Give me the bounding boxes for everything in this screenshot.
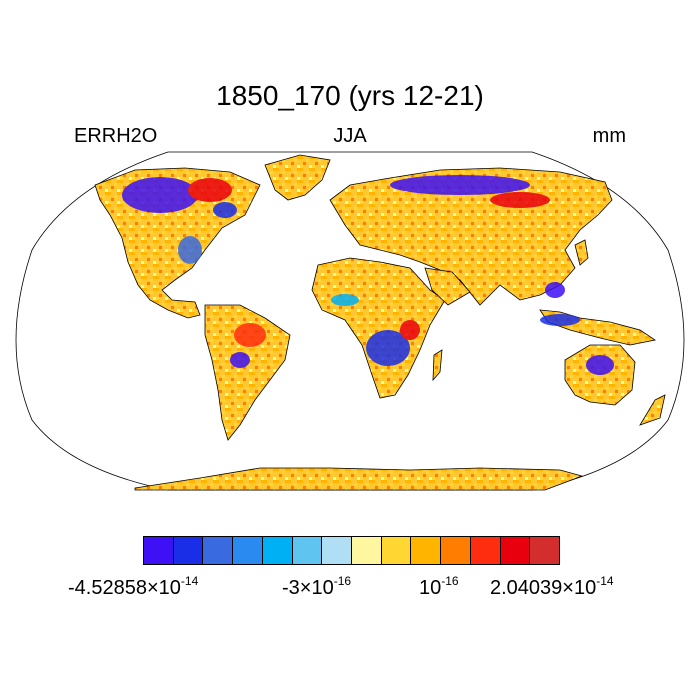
colorbar-swatch-3 [233,537,263,564]
colorbar-swatch-11 [470,537,501,564]
madagascar [432,349,443,382]
colorbar-swatch-4 [262,537,293,564]
map-title: 1850_170 (yrs 12-21) [216,80,484,111]
colorbar-swatch-6 [322,537,353,564]
colorbar-swatch-9 [411,537,442,564]
colorbar-swatch-1 [173,537,204,564]
colorbar-label-max: 2.04039×10-14 [490,574,614,599]
africa [311,257,446,399]
greenland [264,154,331,201]
colorbar [143,536,560,565]
units-label: mm [592,125,626,147]
colorbar-swatch-8 [381,537,412,564]
south-america [204,304,291,441]
variable-label: ERRH2O [74,125,158,147]
colorbar-swatch-0 [144,537,174,564]
colorbar-swatch-12 [500,537,531,564]
anomaly-clusters [122,175,614,375]
colorbar-label-min: -4.52858×10-14 [68,574,199,599]
season-label: JJA [333,125,367,147]
colorbar-label-mid-positive: 10-16 [419,574,459,599]
colorbar-swatch-13 [530,537,560,564]
colorbar-swatch-10 [441,537,471,564]
colorbar-label-mid-negative: -3×10-16 [282,574,352,599]
colorbar-swatch-2 [203,537,234,564]
colorbar-swatch-5 [292,537,323,564]
arabia [424,267,471,306]
antarctica [134,467,584,491]
colorbar-swatch-7 [352,537,382,564]
new-zealand [639,394,666,426]
japan [574,239,589,266]
